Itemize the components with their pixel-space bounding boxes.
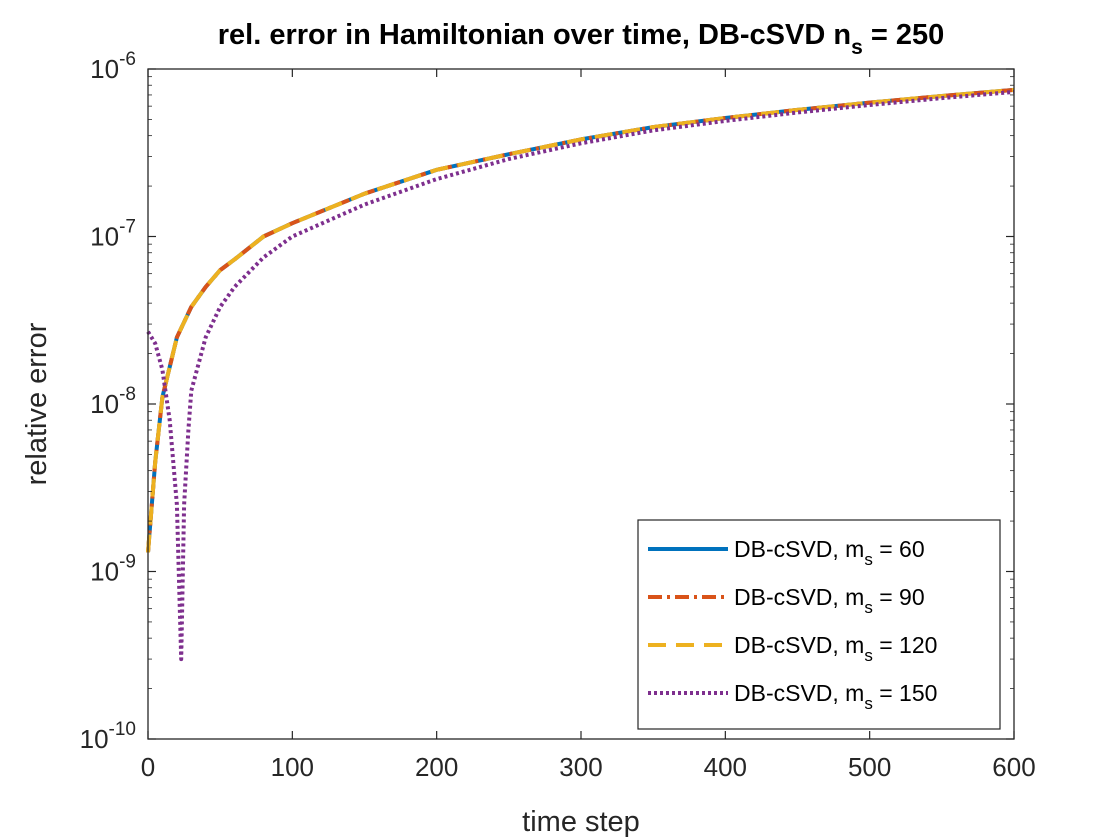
y-tick-label: 10-7 (90, 217, 136, 252)
y-tick-label: 10-6 (90, 49, 136, 84)
x-tick-label: 300 (559, 752, 602, 782)
plot-frame (147, 68, 1015, 740)
series-line-2 (146, 87, 1015, 553)
chart-title: rel. error in Hamiltonian over time, DB-… (218, 19, 944, 59)
x-tick-label: 200 (415, 752, 458, 782)
x-tick-label: 600 (992, 752, 1035, 782)
x-axis-label: time step (522, 806, 640, 838)
ticks-layer: 0 100 200 300 400 500 600 10-10 10-9 10-8 10-7 10-6 (80, 49, 1036, 782)
x-tick-label: 400 (704, 752, 747, 782)
series-line-3 (146, 89, 1015, 662)
y-tick-label: 10-10 (80, 719, 136, 754)
legend-label-3: DB-cSVD, ms = 150 (734, 680, 937, 713)
x-tick-label: 0 (141, 752, 155, 782)
x-tick-label: 100 (271, 752, 314, 782)
legend-entries: DB-cSVD, ms = 60 DB-cSVD, ms = 90 DB-cSVD,… (648, 536, 937, 713)
y-tick-label: 10-9 (90, 552, 136, 587)
legend-label-2: DB-cSVD, ms = 120 (734, 632, 937, 665)
legend-label-0: DB-cSVD, ms = 60 (734, 536, 925, 569)
legend-label-1: DB-cSVD, ms = 90 (734, 584, 925, 617)
series-line-1 (146, 87, 1015, 553)
x-tick-label: 500 (848, 752, 891, 782)
y-axis-label: relative error (21, 322, 53, 485)
series-layer (146, 87, 1015, 662)
legend: DB-cSVD, ms = 60 DB-cSVD, ms = 90 DB-cSVD,… (637, 519, 1001, 730)
y-tick-label: 10-8 (90, 384, 136, 419)
chart-title-subscript: s (851, 36, 863, 59)
